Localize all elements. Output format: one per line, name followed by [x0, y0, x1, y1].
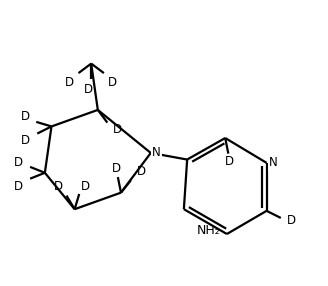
- Text: D: D: [14, 156, 23, 169]
- Text: D: D: [53, 180, 63, 193]
- Text: D: D: [84, 83, 93, 96]
- Text: D: D: [287, 214, 296, 227]
- Text: D: D: [108, 76, 117, 89]
- Text: NH₂: NH₂: [197, 224, 221, 237]
- Text: D: D: [112, 162, 121, 175]
- Text: D: D: [20, 134, 30, 147]
- Text: D: D: [14, 180, 23, 192]
- Text: D: D: [81, 180, 90, 193]
- Text: D: D: [137, 165, 146, 178]
- Text: D: D: [113, 123, 122, 136]
- Text: D: D: [65, 76, 74, 89]
- Text: D: D: [225, 155, 234, 168]
- Text: N: N: [152, 146, 161, 159]
- Text: D: D: [20, 110, 30, 123]
- Text: N: N: [269, 156, 277, 169]
